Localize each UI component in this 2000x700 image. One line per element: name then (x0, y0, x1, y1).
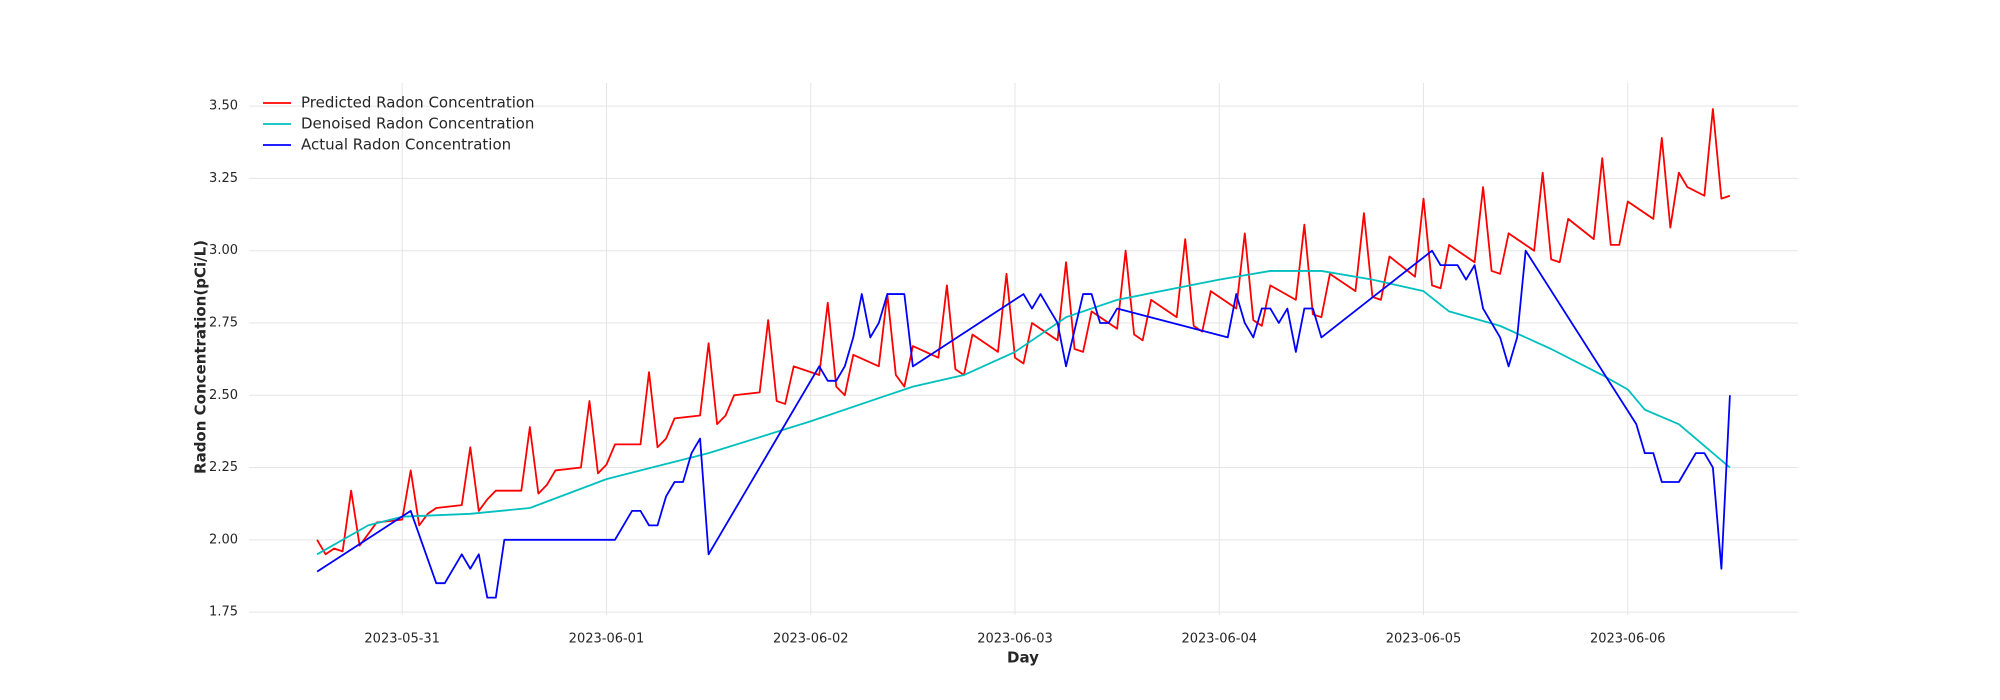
y-tick-label: 2.25 (209, 460, 238, 475)
y-tick-label: 1.75 (209, 605, 238, 620)
y-tick-label: 3.50 (209, 99, 238, 114)
x-tick-label: 2023-06-04 (1181, 632, 1257, 647)
x-tick-label: 2023-06-06 (1590, 632, 1666, 647)
y-tick-label: 2.75 (209, 315, 238, 330)
x-axis-label: Day (1007, 649, 1039, 667)
data-line (316, 249, 1731, 599)
legend-label: Denoised Radon Concentration (301, 115, 534, 133)
y-tick-label: 2.50 (209, 388, 238, 403)
x-tick-label: 2023-05-31 (364, 632, 440, 647)
legend-label: Predicted Radon Concentration (301, 94, 535, 112)
data-line (316, 270, 1731, 556)
y-tick-label: 3.25 (209, 171, 238, 186)
y-tick-label: 3.00 (209, 243, 238, 258)
x-tick-label: 2023-06-03 (977, 632, 1053, 647)
y-tick-label: 2.00 (209, 532, 238, 547)
data-line (316, 108, 1731, 556)
y-axis-label: Radon Concentration(pCi/L) (192, 240, 210, 474)
legend-label: Actual Radon Concentration (301, 136, 511, 154)
x-tick-label: 2023-06-01 (569, 632, 645, 647)
x-tick-label: 2023-06-05 (1386, 632, 1462, 647)
x-tick-label: 2023-06-02 (773, 632, 849, 647)
